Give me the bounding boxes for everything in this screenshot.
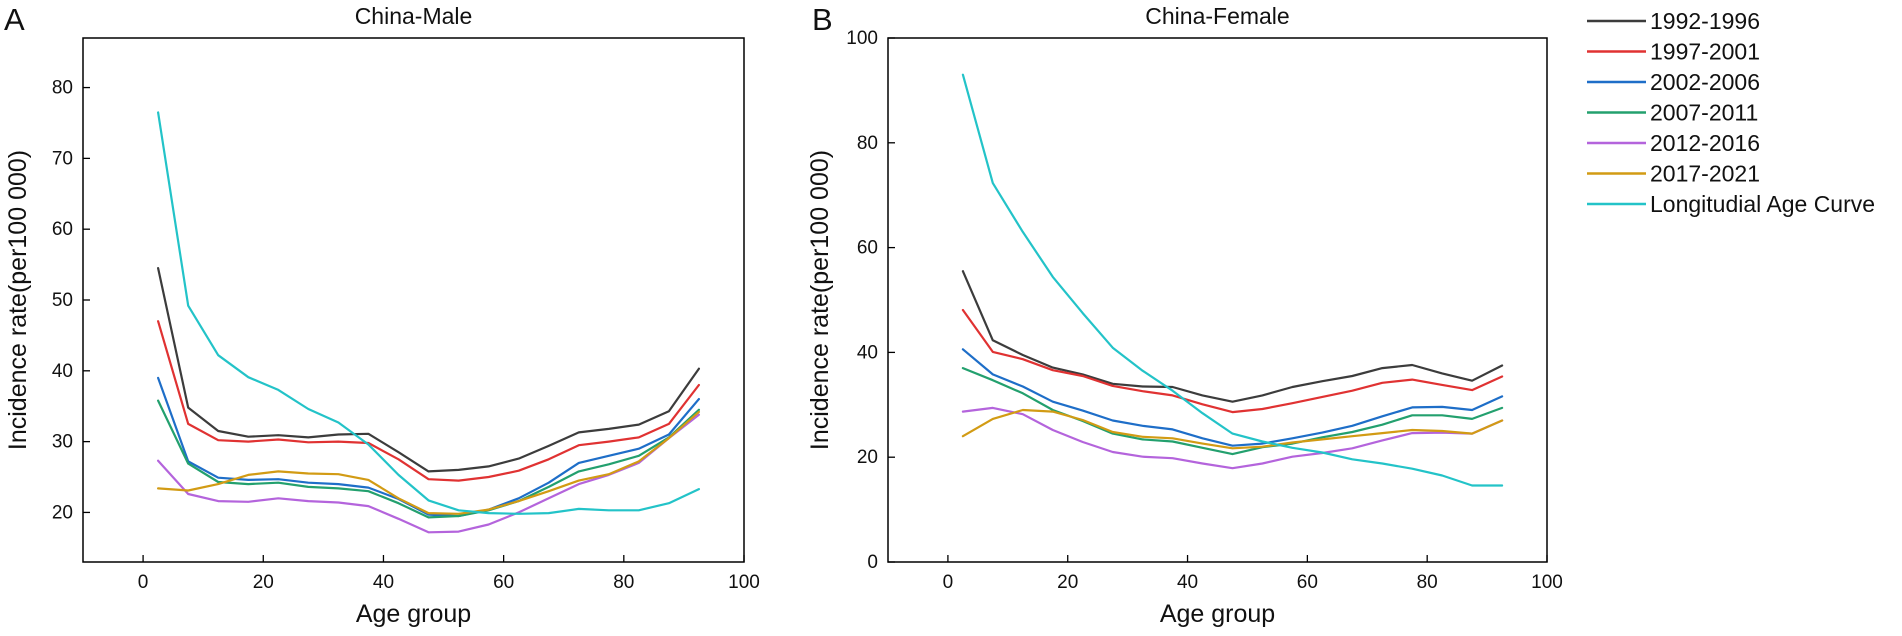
- panel-china-male: A China-Male 0 20 40 60 80 100 20 30 40 50 60 70 80 Age…: [4, 2, 760, 628]
- legend-label-2002-2006: 2002-2006: [1650, 69, 1760, 95]
- x-tick-label: 20: [1057, 572, 1078, 593]
- plot-frame: [82, 37, 745, 563]
- x-axis-label: Age group: [356, 600, 471, 628]
- y-tick-label: 70: [52, 148, 73, 169]
- y-tick-label: 60: [857, 238, 878, 259]
- x-tick-label: 20: [253, 572, 274, 593]
- series-line-2002-2006: [961, 348, 1504, 447]
- y-tick-label: 40: [857, 342, 878, 363]
- x-tick-label: 60: [1297, 572, 1318, 593]
- y-tick-label: 80: [857, 133, 878, 154]
- y-axis-label: Incidence rate(per100 000): [4, 150, 32, 450]
- x-tick-label: 0: [138, 572, 149, 593]
- x-tick-label: 100: [728, 572, 760, 593]
- legend-label-1992-1996: 1992-1996: [1650, 8, 1760, 34]
- series-line-1997-2001: [961, 308, 1504, 414]
- y-tick-label: 40: [52, 361, 73, 382]
- x-tick-label: 40: [1177, 572, 1198, 593]
- x-tick-label: 60: [493, 572, 514, 593]
- plot-frame: [887, 37, 1548, 563]
- y-tick-label: 0: [867, 552, 878, 573]
- legend-label-2017-2021: 2017-2021: [1650, 161, 1760, 187]
- x-tick-label: 40: [373, 572, 394, 593]
- legend-label-2012-2016: 2012-2016: [1650, 130, 1760, 156]
- panel-letter: B: [812, 2, 833, 37]
- y-tick-label: 20: [857, 447, 878, 468]
- y-tick-label: 80: [52, 78, 73, 99]
- x-tick-label: 100: [1531, 572, 1563, 593]
- x-tick-label: 80: [1417, 572, 1438, 593]
- series-line-2017-2021: [157, 410, 701, 515]
- series-line-longitudial-age-curve: [961, 73, 1504, 487]
- chart-title: China-Male: [355, 3, 473, 29]
- panel-letter: A: [4, 2, 25, 37]
- y-tick-label: 50: [52, 290, 73, 311]
- series-line-1997-2001: [157, 320, 701, 482]
- series-line-2007-2011: [961, 367, 1504, 456]
- y-tick-label: 60: [52, 219, 73, 240]
- y-tick-label: 20: [52, 502, 73, 523]
- legend-label-longitudial-age-curve: Longitudial Age Curve: [1650, 191, 1875, 217]
- series-line-2012-2016: [961, 406, 1504, 470]
- series-line-longitudial-age-curve: [157, 111, 701, 515]
- series-line-2007-2011: [157, 399, 701, 519]
- x-axis-label: Age group: [1160, 600, 1275, 628]
- legend-label-1997-2001: 1997-2001: [1650, 39, 1760, 65]
- series-line-2017-2021: [961, 408, 1504, 450]
- x-tick-label: 0: [943, 572, 954, 593]
- series-line-2002-2006: [157, 376, 701, 518]
- y-tick-label: 100: [846, 28, 878, 49]
- series-line-1992-1996: [961, 270, 1504, 403]
- legend-label-2007-2011: 2007-2011: [1650, 100, 1758, 126]
- chart-title: China-Female: [1145, 3, 1289, 29]
- y-tick-label: 30: [52, 432, 73, 453]
- y-axis-label: Incidence rate(per100 000): [806, 150, 834, 450]
- series-line-1992-1996: [157, 267, 701, 473]
- legend: 1992-1996 1997-2001 2002-2006 2007-2011 2012…: [1587, 8, 1875, 217]
- panel-china-female: B China-Female 0 20 40 60 80 100 0 20 40 60 80 100 Age…: [806, 2, 1563, 628]
- x-tick-label: 80: [613, 572, 634, 593]
